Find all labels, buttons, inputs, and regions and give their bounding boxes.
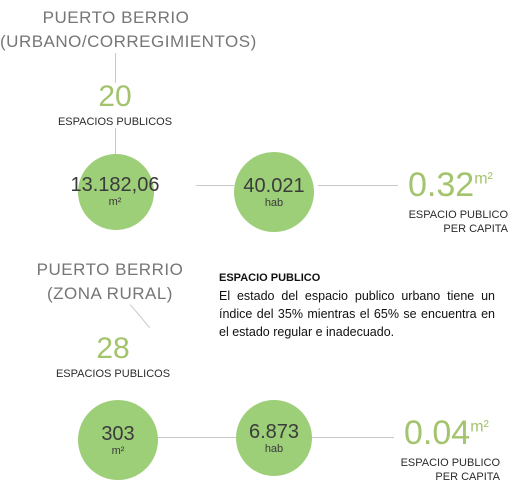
- rural-population-value: 6.873: [248, 420, 300, 443]
- rural-area-unit: m²: [111, 444, 125, 457]
- urbano-title-line1: PUERTO BERRIO: [42, 8, 190, 27]
- urbano-count-label: ESPACIOS PUBLICOS: [57, 116, 173, 128]
- urbano-per-capita: 0.32m²: [408, 166, 493, 205]
- urbano-title: PUERTO BERRIO (URBANO/CORREGIMIENTOS): [0, 6, 257, 54]
- note-block: ESPACIO PUBLICO El estado del espacio pu…: [219, 272, 495, 341]
- rural-per-capita: 0.04m²: [404, 414, 489, 453]
- urbano-area-circle: [78, 154, 154, 230]
- urbano-per-capita-label-line2: PER CAPITA: [443, 223, 508, 235]
- urbano-title-connector: [115, 53, 116, 83]
- urbano-title-line2: (URBANO/CORREGIMIENTOS): [0, 32, 257, 51]
- rural-title-line1: PUERTO BERRIO: [36, 260, 184, 279]
- rural-population-unit: hab: [264, 442, 284, 455]
- urbano-count: 20: [98, 80, 132, 113]
- urbano-per-capita-label-line1: ESPACIO PUBLICO: [408, 209, 508, 221]
- urbano-count-connector: [115, 128, 116, 156]
- urbano-per-capita-label: ESPACIO PUBLICO PER CAPITA: [380, 208, 508, 236]
- note-title: ESPACIO PUBLICO: [219, 272, 321, 284]
- rural-per-capita-label-line2: PER CAPITA: [435, 471, 500, 483]
- rural-title-line2: (ZONA RURAL): [47, 284, 173, 303]
- urbano-population-circle: 40.021 hab: [234, 152, 314, 232]
- urbano-population-value: 40.021: [243, 174, 305, 197]
- rural-count-label: ESPACIOS PUBLICOS: [55, 368, 171, 380]
- rural-per-capita-value: 0.04: [404, 414, 471, 452]
- rural-title: PUERTO BERRIO (ZONA RURAL): [30, 258, 190, 306]
- rural-per-capita-label: ESPACIO PUBLICO PER CAPITA: [374, 456, 500, 484]
- rural-per-capita-label-line1: ESPACIO PUBLICO: [400, 457, 500, 469]
- rural-per-capita-unit: m²: [470, 418, 489, 436]
- urbano-area-text: 13.182,06 m²: [60, 174, 170, 209]
- rural-area-pop-connector: [158, 437, 238, 438]
- urbano-per-capita-value: 0.32: [408, 166, 475, 204]
- rural-population-circle: 6.873 hab: [236, 400, 312, 476]
- rural-area-value: 303: [101, 422, 135, 445]
- rural-pop-percapita-connector: [312, 437, 394, 438]
- urbano-area-pop-connector: [196, 185, 234, 186]
- note-body: El estado del espacio publico urbano tie…: [219, 289, 495, 339]
- urbano-pop-percapita-connector: [318, 185, 398, 186]
- urbano-population-unit: hab: [264, 196, 284, 209]
- rural-title-connector: [130, 304, 151, 328]
- urbano-per-capita-unit: m²: [474, 170, 493, 188]
- urbano-area-unit: m²: [108, 196, 122, 208]
- rural-count: 28: [96, 332, 130, 365]
- rural-area-circle: 303 m²: [78, 400, 158, 480]
- urbano-area-value: 13.182,06: [70, 174, 160, 196]
